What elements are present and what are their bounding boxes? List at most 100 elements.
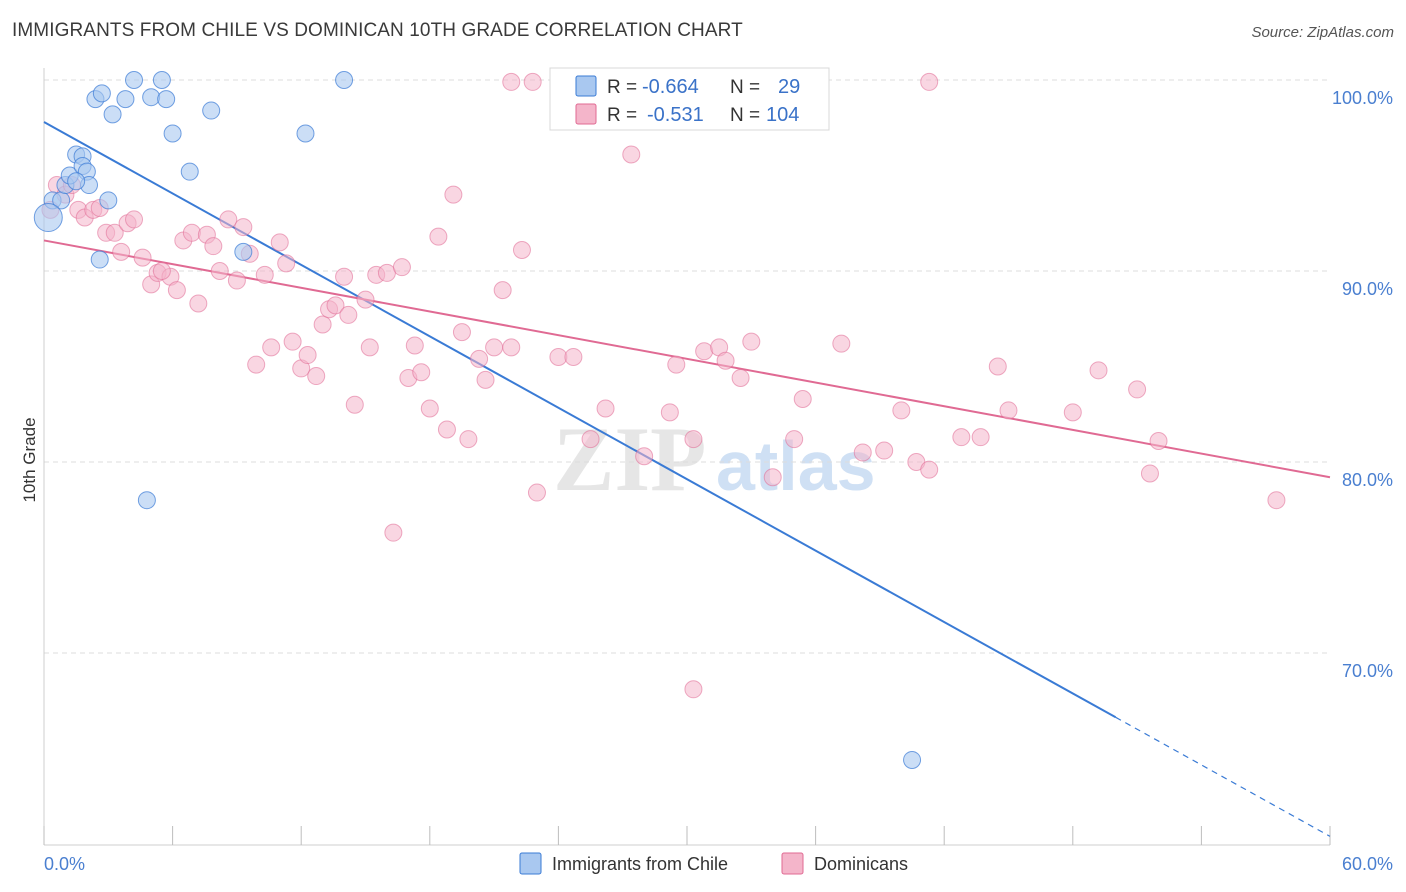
chile-point — [125, 71, 144, 89]
dominicans-point — [716, 351, 735, 370]
legend-n-value-2: 104 — [766, 104, 799, 126]
dominicans-point — [133, 248, 152, 267]
chart-source: Source: ZipAtlas.com — [1251, 24, 1394, 41]
series-legend: Immigrants from Chile Dominicans — [519, 852, 908, 875]
legend-r-value-1: -0.664 — [642, 76, 699, 98]
x-tick-label-0: 0.0% — [44, 854, 85, 874]
y-tick-label-0: 100.0% — [1332, 88, 1393, 108]
chile-trendline-extension — [1115, 716, 1331, 837]
chile-point — [137, 491, 156, 510]
chile-point — [152, 71, 171, 89]
dominicans-point — [920, 460, 939, 479]
chile-point — [67, 172, 86, 191]
chile-point — [116, 90, 135, 109]
legend-r-label-2: R = — [607, 105, 637, 126]
dominicans-point — [1128, 380, 1147, 399]
dominicans-point — [262, 338, 281, 357]
chile-point — [234, 242, 253, 261]
dominicans-point — [452, 323, 471, 342]
chile-point — [99, 191, 118, 210]
dominicans-point — [437, 420, 456, 439]
dominicans-point — [635, 447, 654, 466]
dominicans-point — [356, 290, 375, 309]
dominicans-point — [360, 338, 379, 357]
dominicans-point — [527, 483, 546, 502]
dominicans-point — [695, 342, 714, 361]
legend-r-value-2: -0.531 — [647, 104, 704, 126]
dominicans-point — [485, 338, 504, 357]
dominicans-point — [684, 680, 703, 699]
legend-swatch-pink — [575, 103, 597, 125]
tick-labels: 100.0% 90.0% 80.0% 70.0% 0.0% 60.0% — [44, 88, 1393, 874]
dominicans-point — [892, 401, 911, 420]
chile-point — [90, 250, 109, 269]
dominicans-point — [459, 430, 478, 449]
chile-point — [163, 124, 182, 143]
dominicans-point — [564, 347, 583, 366]
dominicans-point — [988, 357, 1007, 376]
chile-point — [903, 750, 922, 769]
dominicans-point — [255, 265, 274, 284]
dominicans-point — [1140, 464, 1159, 483]
dominicans-point — [549, 347, 568, 366]
dominicans-point — [999, 401, 1018, 420]
legend-n-label-1: N = — [730, 77, 760, 98]
bottom-legend-label-dominicans: Dominicans — [814, 854, 908, 874]
dominicans-point — [167, 281, 186, 300]
dominicans-point — [444, 185, 463, 204]
dominicans-point — [596, 399, 615, 418]
dominicans-point — [502, 72, 521, 91]
dominicans-point — [1089, 361, 1108, 380]
dominicans-point — [182, 223, 201, 242]
dominicans-point — [326, 296, 345, 315]
dominicans-point — [581, 430, 600, 449]
y-tick-label-1: 90.0% — [1342, 279, 1393, 299]
dominicans-point — [384, 523, 403, 542]
dominicans-point — [112, 242, 131, 261]
dominicans-point — [339, 305, 358, 324]
chart-title: IMMIGRANTS FROM CHILE VS DOMINICAN 10TH … — [12, 20, 743, 41]
y-axis-title: 10th Grade — [20, 417, 39, 502]
dominicans-point — [971, 428, 990, 447]
dominicans-point — [345, 395, 364, 414]
chile-point — [335, 71, 354, 89]
dominicans-point — [298, 346, 317, 365]
dominicans-point — [377, 263, 396, 282]
dominicans-point — [277, 254, 296, 273]
dominicans-points — [41, 72, 1286, 699]
dominicans-point — [793, 389, 812, 408]
chile-point — [92, 84, 111, 103]
dominicans-point — [189, 294, 208, 313]
dominicans-point — [502, 338, 521, 357]
correlation-legend: R = -0.664 N = 29 R = -0.531 N = 104 — [549, 67, 830, 131]
dominicans-point — [412, 363, 431, 382]
y-tick-label-3: 70.0% — [1342, 661, 1393, 681]
dominicans-point — [420, 399, 439, 418]
dominicans-point — [429, 227, 448, 246]
chile-point — [180, 162, 199, 181]
dominicans-point — [920, 72, 939, 91]
dominicans-point — [125, 210, 144, 229]
dominicans-point — [227, 271, 246, 290]
dominicans-point — [313, 315, 332, 334]
dominicans-point — [307, 367, 326, 386]
dominicans-point — [1149, 431, 1168, 450]
dominicans-point — [392, 258, 411, 277]
dominicans-point — [952, 428, 971, 447]
bottom-legend-swatch-dominicans — [781, 852, 804, 875]
dominicans-point — [234, 218, 253, 237]
dominicans-point — [875, 441, 894, 460]
watermark-zip: ZIP — [553, 408, 706, 510]
dominicans-point — [270, 233, 289, 252]
dominicans-point — [283, 332, 302, 351]
dominicans-point — [832, 334, 851, 353]
legend-swatch-blue — [575, 75, 597, 97]
dominicans-point — [742, 332, 761, 351]
x-tick-label-1: 60.0% — [1342, 854, 1393, 874]
bottom-legend-swatch-chile — [519, 852, 542, 875]
dominicans-point — [512, 240, 531, 259]
dominicans-point — [476, 370, 495, 389]
chile-point — [202, 101, 221, 120]
chile-points — [33, 71, 922, 769]
